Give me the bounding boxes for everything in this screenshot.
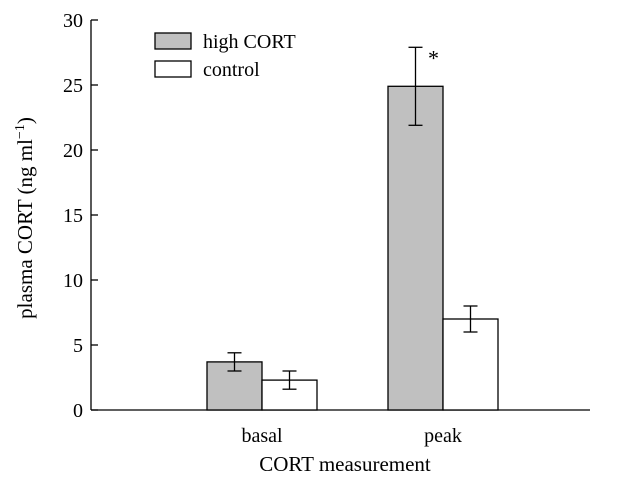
x-tick-label: basal (241, 425, 283, 447)
x-tick-label: peak (424, 425, 462, 447)
y-axis-title: plasma CORT (ng ml−1) (13, 117, 37, 319)
y-tick-label: 15 (63, 205, 83, 227)
y-tick-label: 25 (63, 75, 83, 97)
significance-marker: * (428, 45, 439, 70)
legend-label: control (203, 59, 260, 81)
y-axis-title-main: plasma CORT (ng ml (13, 139, 37, 319)
legend-swatch (154, 60, 192, 78)
y-tick-label: 30 (63, 10, 83, 32)
legend-label: high CORT (203, 31, 296, 53)
bar-control-peak (442, 318, 499, 411)
legend-swatch (154, 32, 192, 50)
y-tick-label: 10 (63, 270, 83, 292)
axes: 0 5 10 15 20 25 30 basal peak (63, 10, 590, 447)
bar-high-cort-peak (387, 85, 444, 411)
y-axis-title-superscript: −1 (13, 124, 28, 139)
x-axis-title: CORT measurement (259, 452, 431, 476)
y-tick-label: 20 (63, 140, 83, 162)
y-tick-label: 0 (73, 400, 83, 422)
error-bars (227, 46, 478, 390)
bars: * (206, 45, 499, 411)
legend: high CORT control (154, 31, 296, 81)
y-tick-label: 5 (73, 335, 83, 357)
y-axis-title-close: ) (13, 117, 37, 124)
